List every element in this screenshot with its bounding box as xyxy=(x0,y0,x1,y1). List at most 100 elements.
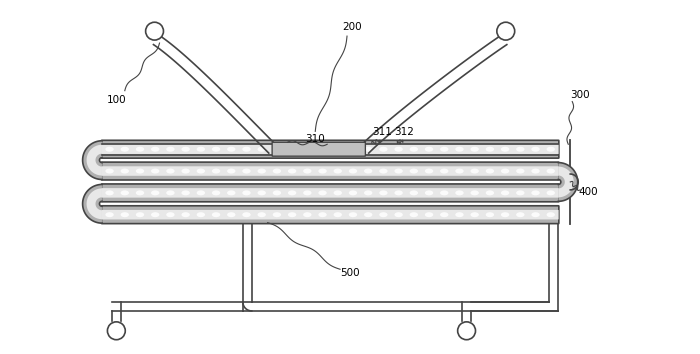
Ellipse shape xyxy=(227,212,235,217)
Ellipse shape xyxy=(455,147,463,152)
Ellipse shape xyxy=(501,212,510,217)
Ellipse shape xyxy=(136,147,144,152)
Ellipse shape xyxy=(349,147,357,152)
Ellipse shape xyxy=(288,147,296,152)
Ellipse shape xyxy=(334,147,342,152)
Ellipse shape xyxy=(516,190,524,195)
Ellipse shape xyxy=(120,190,129,195)
Ellipse shape xyxy=(212,147,220,152)
Ellipse shape xyxy=(318,212,327,217)
Ellipse shape xyxy=(227,190,235,195)
Ellipse shape xyxy=(181,212,190,217)
Ellipse shape xyxy=(470,212,479,217)
Ellipse shape xyxy=(120,147,129,152)
FancyBboxPatch shape xyxy=(102,166,559,176)
Ellipse shape xyxy=(242,147,251,152)
Ellipse shape xyxy=(151,212,160,217)
Ellipse shape xyxy=(501,169,510,173)
Ellipse shape xyxy=(531,190,540,195)
Ellipse shape xyxy=(455,190,463,195)
Ellipse shape xyxy=(470,169,479,173)
Ellipse shape xyxy=(440,147,449,152)
Ellipse shape xyxy=(197,190,205,195)
Ellipse shape xyxy=(425,212,433,217)
Ellipse shape xyxy=(242,190,251,195)
Ellipse shape xyxy=(227,147,235,152)
Circle shape xyxy=(497,22,514,40)
Ellipse shape xyxy=(273,147,281,152)
Ellipse shape xyxy=(318,147,327,152)
Ellipse shape xyxy=(151,147,160,152)
Ellipse shape xyxy=(394,169,402,173)
Text: 310: 310 xyxy=(305,134,325,144)
Ellipse shape xyxy=(334,169,342,173)
Ellipse shape xyxy=(197,212,205,217)
Ellipse shape xyxy=(394,212,402,217)
Ellipse shape xyxy=(318,190,327,195)
Ellipse shape xyxy=(303,212,312,217)
Ellipse shape xyxy=(516,212,524,217)
Ellipse shape xyxy=(258,169,266,173)
Polygon shape xyxy=(83,184,102,223)
Ellipse shape xyxy=(486,147,494,152)
Ellipse shape xyxy=(166,147,174,152)
Ellipse shape xyxy=(197,147,205,152)
Circle shape xyxy=(146,22,164,40)
Ellipse shape xyxy=(166,212,174,217)
Ellipse shape xyxy=(425,169,433,173)
Ellipse shape xyxy=(334,212,342,217)
Ellipse shape xyxy=(288,212,296,217)
Ellipse shape xyxy=(349,190,357,195)
Text: 300: 300 xyxy=(570,90,590,100)
Ellipse shape xyxy=(455,212,463,217)
Ellipse shape xyxy=(379,212,388,217)
Ellipse shape xyxy=(166,169,174,173)
Ellipse shape xyxy=(258,190,266,195)
Ellipse shape xyxy=(470,147,479,152)
Ellipse shape xyxy=(136,190,144,195)
Ellipse shape xyxy=(547,169,555,173)
Ellipse shape xyxy=(166,190,174,195)
FancyBboxPatch shape xyxy=(102,210,559,219)
Ellipse shape xyxy=(106,190,114,195)
Ellipse shape xyxy=(531,169,540,173)
Polygon shape xyxy=(559,162,578,201)
Ellipse shape xyxy=(227,169,235,173)
Ellipse shape xyxy=(120,169,129,173)
Ellipse shape xyxy=(516,169,524,173)
Ellipse shape xyxy=(440,169,449,173)
Ellipse shape xyxy=(303,190,312,195)
Ellipse shape xyxy=(242,169,251,173)
Ellipse shape xyxy=(364,169,372,173)
Ellipse shape xyxy=(136,212,144,217)
Ellipse shape xyxy=(151,190,160,195)
Ellipse shape xyxy=(531,147,540,152)
Ellipse shape xyxy=(379,147,388,152)
Ellipse shape xyxy=(501,190,510,195)
Ellipse shape xyxy=(410,190,418,195)
Ellipse shape xyxy=(486,190,494,195)
Polygon shape xyxy=(87,145,102,176)
Ellipse shape xyxy=(425,147,433,152)
Ellipse shape xyxy=(288,169,296,173)
Ellipse shape xyxy=(258,212,266,217)
Ellipse shape xyxy=(303,169,312,173)
Ellipse shape xyxy=(273,190,281,195)
Ellipse shape xyxy=(242,212,251,217)
Polygon shape xyxy=(559,167,574,197)
Ellipse shape xyxy=(349,212,357,217)
Ellipse shape xyxy=(410,169,418,173)
Ellipse shape xyxy=(410,147,418,152)
Ellipse shape xyxy=(501,147,510,152)
Ellipse shape xyxy=(425,190,433,195)
Text: 311: 311 xyxy=(372,127,392,137)
Ellipse shape xyxy=(212,169,220,173)
Ellipse shape xyxy=(334,190,342,195)
FancyBboxPatch shape xyxy=(102,188,559,198)
Ellipse shape xyxy=(486,212,494,217)
Ellipse shape xyxy=(120,212,129,217)
Ellipse shape xyxy=(212,212,220,217)
Circle shape xyxy=(458,322,475,340)
Text: 200: 200 xyxy=(342,22,362,32)
Ellipse shape xyxy=(547,147,555,152)
